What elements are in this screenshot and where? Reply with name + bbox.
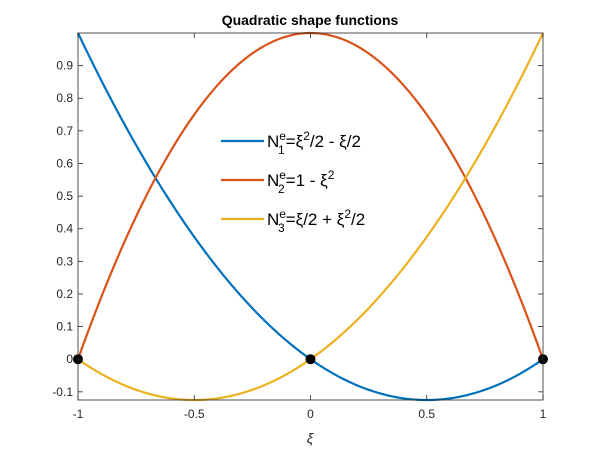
legend-label-3: Ne 3=ξ/2 + ξ2/2 — [267, 207, 365, 235]
x-axis-label: ξ — [307, 430, 314, 446]
y-tick-label: 0.9 — [56, 59, 73, 73]
y-tick-label: -0.1 — [52, 385, 73, 399]
y-tick-label: 0.7 — [56, 124, 73, 138]
y-tick-label: 0 — [66, 352, 73, 366]
x-tick-label: -1 — [73, 407, 84, 421]
x-tick-label: 1 — [540, 407, 547, 421]
y-tick-label: 0.8 — [56, 91, 73, 105]
y-tick-label: 0.6 — [56, 156, 73, 170]
legend-label-1: Ne 1=ξ2/2 - ξ/2 — [267, 129, 361, 157]
x-tick-label: 0.5 — [418, 407, 435, 421]
legend: Ne 1=ξ2/2 - ξ/2 Ne 2=1 - ξ2 Ne 3=ξ/2 + ξ2/2 — [221, 129, 365, 235]
node-marker — [305, 354, 316, 365]
y-tick-label: 0.2 — [56, 287, 73, 301]
y-tick-label: 0.3 — [56, 254, 73, 268]
y-tick-label: 0.5 — [56, 189, 73, 203]
y-tick-label: 0.1 — [56, 320, 73, 334]
chart-title: Quadratic shape functions — [222, 12, 399, 28]
y-tick-label: 0.4 — [56, 222, 73, 236]
x-tick-label: -0.5 — [184, 407, 205, 421]
axes: -1 -0.5 0 0.5 1 -0.1 0 0.1 0.2 0.3 0.4 0.5 0.6 0.7 0.8… — [52, 32, 547, 421]
series-line-2 — [76, 31, 545, 360]
legend-label-2: Ne 2=1 - ξ2 — [267, 168, 335, 196]
x-tick-label: 0 — [307, 407, 314, 421]
